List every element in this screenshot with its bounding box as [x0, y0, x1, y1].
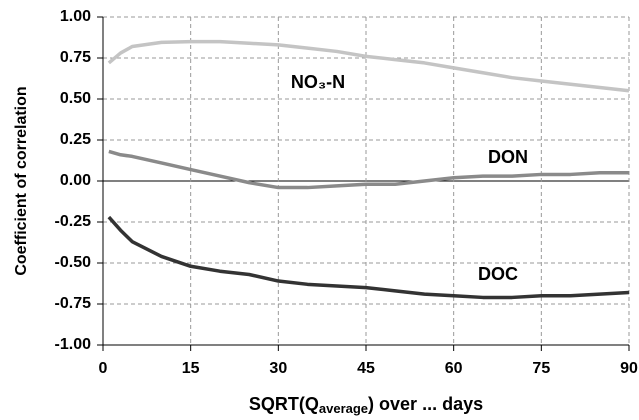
y-tick-label: -1.00: [55, 336, 92, 353]
x-axis-label: SQRT(Qaverage) over ... days: [249, 394, 483, 417]
series-line: [108, 149, 629, 190]
series-label: NO₃-N: [291, 72, 345, 92]
y-tick-label: 0.75: [60, 49, 91, 66]
y-tick-label: 0.25: [60, 131, 91, 148]
x-axis-label-part: SQRT(Q: [249, 394, 319, 414]
x-tick-label: 45: [357, 360, 375, 377]
y-axis-label: Coefficient of correlation: [13, 86, 30, 275]
x-tick-label: 30: [269, 360, 287, 377]
y-tick-label: 0.00: [60, 172, 91, 189]
x-axis-label-sub: average: [319, 401, 368, 416]
x-tick-label: 15: [182, 360, 200, 377]
x-tick-label: 60: [445, 360, 463, 377]
x-tick-label: 75: [532, 360, 550, 377]
x-axis-label-part: ) over ... days: [368, 394, 483, 414]
y-tick-label: 0.50: [60, 90, 91, 107]
y-tick-label: 1.00: [60, 8, 91, 25]
x-tick-label: 0: [99, 360, 108, 377]
series-label: DON: [488, 147, 528, 167]
series-line: [107, 215, 630, 300]
series-line: [107, 39, 630, 93]
y-tick-label: -0.75: [55, 295, 92, 312]
x-tick-label: 90: [620, 360, 638, 377]
y-tick-label: -0.50: [55, 254, 92, 271]
series-label: DOC: [478, 264, 518, 284]
y-tick-label: -0.25: [55, 213, 92, 230]
